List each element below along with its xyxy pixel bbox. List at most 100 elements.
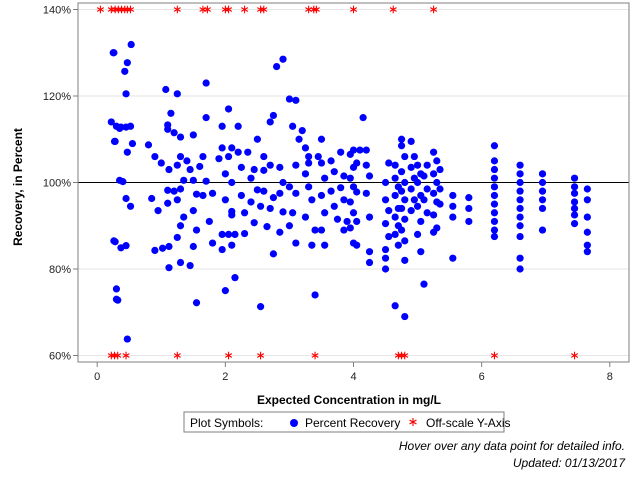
data-point [167,109,175,117]
data-point [158,244,167,252]
data-point [176,185,185,193]
data-point [337,184,345,192]
data-point [317,226,326,234]
data-point [381,245,390,254]
data-point [276,189,284,197]
x-tick-label: 4 [350,371,356,383]
off-scale-point [123,5,131,14]
data-point [279,178,287,187]
off-scale-point [111,5,119,14]
asterisk-stroke [114,353,122,358]
asterisk-stroke [107,353,115,358]
data-point [423,209,431,217]
data-point [423,185,431,193]
data-point [346,174,354,182]
data-point [234,148,242,156]
off-scale-point [114,5,122,14]
data-point [317,159,326,167]
data-point [381,265,390,273]
data-point [583,185,591,193]
data-point [413,202,422,210]
data-point [176,152,185,161]
data-point [583,228,591,236]
data-point [436,165,444,174]
data-point [516,222,524,230]
data-point [164,199,172,207]
data-point [516,161,524,169]
data-point [516,265,524,273]
off-scale-point [173,351,181,360]
data-point [218,122,226,130]
data-point [317,135,326,143]
data-point [231,230,239,239]
asterisk-stroke [224,7,233,12]
data-point [570,204,579,213]
data-point [276,163,284,171]
off-scale-point [126,5,135,14]
data-point [234,122,242,130]
data-point [311,291,319,299]
data-point [410,152,418,161]
data-point [276,228,284,236]
data-point [365,172,374,180]
data-point [202,79,210,87]
data-point [391,161,399,169]
data-point [228,144,236,152]
off-scale-point [224,5,233,14]
data-point [353,241,361,249]
asterisk-stroke [401,353,409,358]
data-point [516,170,524,178]
data-point [218,144,226,152]
data-point [298,126,306,135]
data-point [292,96,300,104]
off-scale-point [118,5,126,14]
data-point [349,183,358,191]
data-point [391,213,399,221]
data-point [381,178,390,187]
off-scale-point [203,5,211,14]
asterisk-stroke [111,7,119,12]
data-point [285,222,294,230]
data-point [127,40,135,49]
data-point [192,190,201,198]
data-point [289,122,297,130]
data-point [189,176,197,184]
data-point [391,302,399,310]
data-point [490,191,499,200]
off-scale-point [122,351,130,360]
data-point [183,157,191,165]
asterisk-stroke [349,7,358,12]
data-point [295,135,303,143]
data-point [269,250,278,258]
legend-item-off-scale: Off-scale Y-Axis [426,416,510,430]
data-point [256,202,265,210]
data-point [423,161,431,169]
data-point [381,219,390,228]
data-point [333,215,342,223]
data-point [256,303,265,311]
off-scale-point [241,5,249,14]
data-point [397,226,406,234]
data-point [346,224,354,232]
data-point [218,245,226,254]
data-point [429,189,438,197]
data-point [176,258,185,267]
data-point [570,198,579,206]
data-point [570,183,579,191]
data-point [224,152,233,161]
data-point [429,170,438,178]
data-point [121,67,129,75]
data-point [407,185,415,193]
data-point [583,248,591,256]
data-point [202,177,210,185]
data-point [343,217,351,226]
data-point [353,217,361,226]
data-point [413,230,422,239]
data-point [429,228,438,236]
data-point [397,187,406,195]
data-point [263,223,271,231]
asterisk-stroke [173,353,181,358]
data-point [359,114,367,122]
data-point [394,241,402,249]
